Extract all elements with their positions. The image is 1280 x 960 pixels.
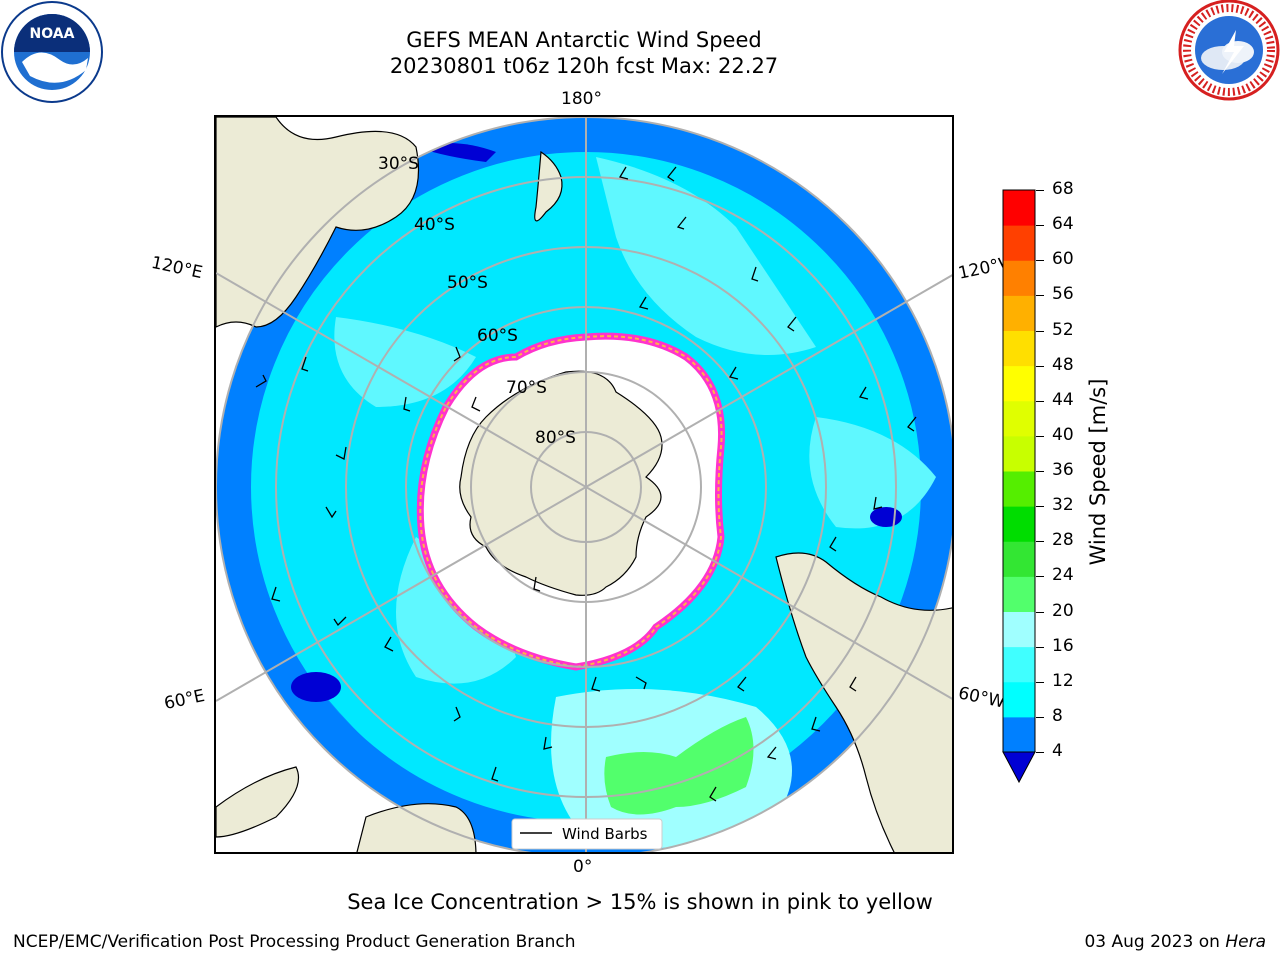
graticule <box>216 117 952 852</box>
australia-landmass <box>216 117 420 328</box>
lat-label-80: 80°S <box>535 428 576 448</box>
map-legend: Wind Barbs <box>511 818 663 850</box>
colorbar-tick-mark <box>1036 330 1044 332</box>
legend-label: Wind Barbs <box>562 825 648 843</box>
chart-subtitle: 20230801 t06z 120h fcst Max: 22.27 <box>389 54 779 78</box>
colorbar-tick-mark <box>1036 295 1044 297</box>
colorbar-tick-label: 32 <box>1052 495 1074 516</box>
colorbar-extend-arrow <box>1002 751 1036 784</box>
colorbar-tick-mark <box>1036 716 1044 718</box>
colorbar-segment <box>1003 400 1035 437</box>
lat-label-70: 70°S <box>506 378 547 398</box>
continents <box>216 117 952 852</box>
colorbar-tick-mark <box>1036 190 1044 191</box>
lon-label-180: 180° <box>561 89 602 109</box>
colorbar-segment <box>1003 471 1035 507</box>
footer-machine: Hera <box>1225 932 1266 952</box>
colorbar-tick-mark <box>1036 576 1044 578</box>
colorbar-tick-mark <box>1036 260 1044 262</box>
colorbar-tick-label: 16 <box>1052 635 1074 656</box>
lon-label-60w: 60°W <box>956 683 1007 713</box>
colorbar-tick-label: 44 <box>1052 389 1074 410</box>
colorbar-segment <box>1003 365 1035 402</box>
africa-landmass <box>356 803 477 852</box>
colorbar-tick-mark <box>1036 541 1044 543</box>
colorbar-label: Wind Speed [m/s] <box>1086 378 1110 566</box>
map-canvas: Wind Barbs 30°S 40°S 50°S 60°S 70°S 80°S <box>216 117 952 852</box>
colorbar-segment <box>1003 225 1035 261</box>
lon-label-0: 0° <box>573 857 593 877</box>
colorbar-segment <box>1003 541 1035 577</box>
lat-labels: 30°S 40°S 50°S 60°S 70°S 80°S <box>378 154 576 448</box>
colorbar-segment <box>1003 611 1035 648</box>
colorbar-segment <box>1003 295 1035 331</box>
colorbar-tick-mark <box>1036 471 1044 472</box>
polar-map: Wind Barbs 30°S 40°S 50°S 60°S 70°S 80°S <box>214 115 954 854</box>
colorbar-segments <box>1002 189 1036 753</box>
colorbar-segment <box>1003 330 1035 367</box>
colorbar-tick-label: 12 <box>1052 670 1074 691</box>
lat-label-50: 50°S <box>447 273 488 293</box>
noaa-logo-text: NOAA <box>30 26 75 42</box>
lon-label-120e: 120°E <box>149 252 205 284</box>
colorbar-segment <box>1003 681 1035 718</box>
footer-date: 03 Aug 2023 on Hera <box>1084 932 1266 952</box>
colorbar-segment <box>1003 506 1035 542</box>
colorbar-segment <box>1003 646 1035 683</box>
antarctica-landmass <box>459 370 663 596</box>
colorbar-tick-label: 68 <box>1052 179 1074 199</box>
lon-label-60e: 60°E <box>162 685 207 715</box>
colorbar-segment <box>1003 435 1035 472</box>
colorbar-tick-mark <box>1036 752 1044 753</box>
colorbar <box>1002 188 1036 788</box>
new-zealand-landmass <box>534 150 563 222</box>
colorbar-tick-label: 20 <box>1052 600 1074 621</box>
colorbar-tick-mark <box>1036 225 1044 227</box>
madagascar-landmass <box>216 766 300 838</box>
colorbar-tick-label: 64 <box>1052 214 1074 235</box>
colorbar-tick-mark <box>1036 365 1044 367</box>
colorbar-tick-mark <box>1036 435 1044 437</box>
colorbar-tick-mark <box>1036 506 1044 508</box>
colorbar-tick-label: 36 <box>1052 460 1074 480</box>
colorbar-tick-label: 4 <box>1052 741 1063 761</box>
lat-label-40: 40°S <box>414 215 455 235</box>
sea-ice-caption: Sea Ice Concentration > 15% is shown in … <box>347 890 933 914</box>
footer-credit: NCEP/EMC/Verification Post Processing Pr… <box>13 932 576 952</box>
colorbar-segment <box>1003 260 1035 296</box>
colorbar-tick-mark <box>1036 646 1044 648</box>
south-america-landmass <box>775 552 952 852</box>
colorbar-segment <box>1003 576 1035 612</box>
colorbar-tick-label: 56 <box>1052 284 1074 305</box>
nws-logo <box>1178 0 1280 106</box>
colorbar-segment <box>1003 190 1035 226</box>
wind-barbs <box>255 166 917 802</box>
colorbar-tick-label: 40 <box>1052 424 1074 445</box>
lat-label-60: 60°S <box>477 326 518 346</box>
colorbar-tick-label: 52 <box>1052 319 1074 340</box>
colorbar-tick-mark <box>1036 611 1044 613</box>
lat-label-30: 30°S <box>378 154 419 174</box>
footer-date-text: 03 Aug 2023 on <box>1084 932 1220 952</box>
colorbar-tick-mark <box>1036 681 1044 683</box>
colorbar-segment <box>1003 716 1035 753</box>
colorbar-tick-label: 8 <box>1052 705 1063 726</box>
chart-title: GEFS MEAN Antarctic Wind Speed <box>406 28 762 52</box>
colorbar-tick-label: 28 <box>1052 530 1074 551</box>
colorbar-tick-label: 24 <box>1052 565 1074 586</box>
colorbar-tick-mark <box>1036 400 1044 402</box>
colorbar-tick-label: 48 <box>1052 354 1074 375</box>
colorbar-tick-label: 60 <box>1052 249 1074 270</box>
noaa-logo: NOAA <box>0 0 104 108</box>
